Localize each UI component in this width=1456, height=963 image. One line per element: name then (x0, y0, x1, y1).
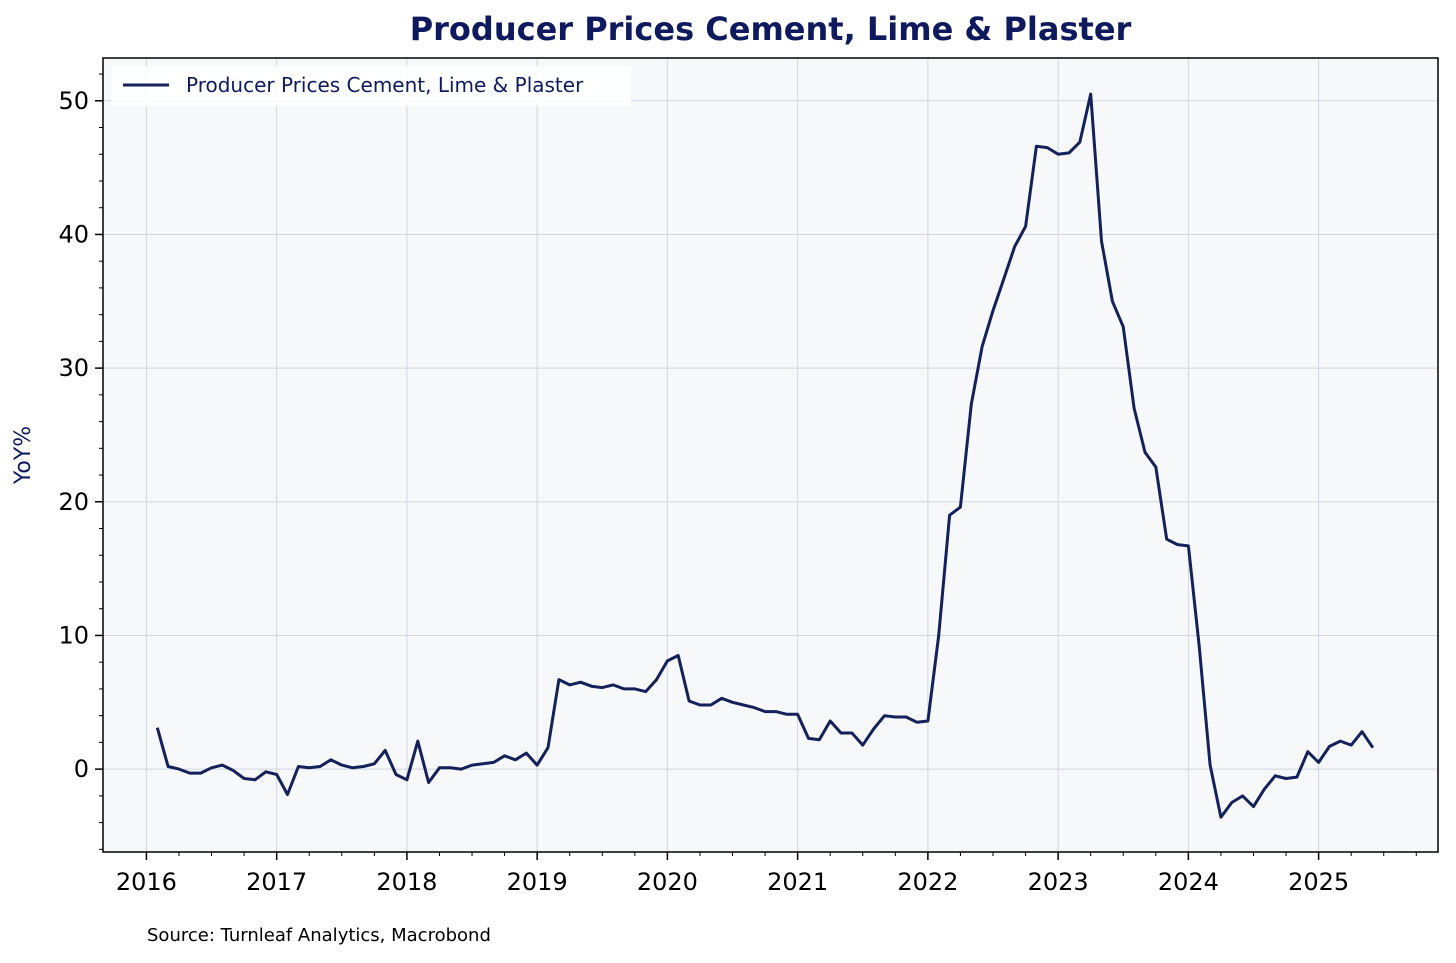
y-tick-label: 50 (58, 87, 89, 115)
y-tick-label: 0 (74, 755, 89, 783)
x-tick-label: 2018 (376, 868, 437, 896)
x-tick-label: 2016 (116, 868, 177, 896)
x-tick-label: 2024 (1158, 868, 1219, 896)
y-tick-label: 20 (58, 488, 89, 516)
y-tick-label: 30 (58, 354, 89, 382)
plot-area (103, 58, 1438, 852)
y-tick-label: 40 (58, 220, 89, 248)
legend-label: Producer Prices Cement, Lime & Plaster (186, 73, 584, 97)
x-tick-label: 2020 (637, 868, 698, 896)
legend-box (111, 66, 631, 106)
axis-ticks: 2016 2017 2018 2019 2020 2021 2022 2023 2024 2025… (58, 73, 1417, 896)
y-tick-label: 10 (58, 621, 89, 649)
x-tick-label: 2025 (1288, 868, 1349, 896)
x-tick-label: 2019 (507, 868, 568, 896)
legend: Producer Prices Cement, Lime & Plaster (111, 66, 631, 106)
x-tick-label: 2022 (897, 868, 958, 896)
x-tick-label: 2017 (246, 868, 307, 896)
plot-frame (102, 57, 1439, 853)
series-layer (155, 92, 1375, 819)
y-axis-label: YoY% (11, 426, 36, 485)
series-line (155, 92, 1375, 819)
chart-title: Producer Prices Cement, Lime & Plaster (409, 10, 1132, 48)
source-note: Source: Turnleaf Analytics, Macrobond (147, 925, 491, 946)
x-tick-label: 2023 (1028, 868, 1089, 896)
x-tick-label: 2021 (767, 868, 828, 896)
